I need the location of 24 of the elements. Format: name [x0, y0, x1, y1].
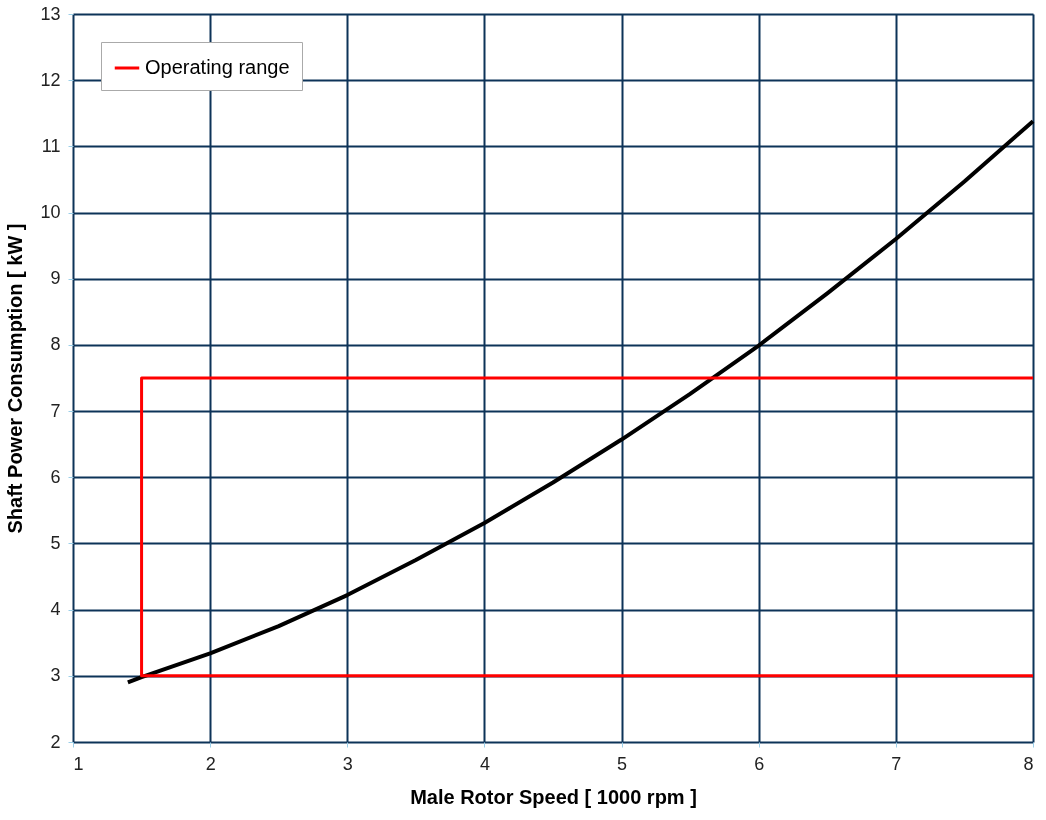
- x-axis-title: Male Rotor Speed [ 1000 rpm ]: [410, 785, 697, 808]
- legend-label: Operating range: [145, 56, 290, 78]
- x-tick-label: 6: [754, 753, 765, 774]
- x-tick-label: 1: [73, 753, 84, 774]
- x-tick-label: 2: [205, 753, 216, 774]
- y-tick-label: 3: [50, 665, 61, 686]
- y-tick-label: 13: [40, 3, 61, 24]
- line-series: [125, 119, 1035, 685]
- y-tick-label: 4: [50, 599, 61, 620]
- y-tick-label: 2: [50, 731, 61, 752]
- y-axis-title: Shaft Power Consumption [ kW ]: [4, 223, 27, 534]
- y-tick-label: 6: [50, 466, 61, 487]
- y-tick-label: 7: [50, 400, 61, 421]
- x-tick-label: 4: [479, 753, 490, 774]
- y-tick-label: 11: [41, 135, 61, 156]
- x-tick-label: 3: [342, 753, 353, 774]
- x-tick-label: 7: [891, 753, 902, 774]
- y-tick-label: 5: [50, 532, 61, 553]
- x-tick-label: 8: [1023, 753, 1034, 774]
- y-tick-label: 12: [40, 69, 61, 90]
- y-tick-label: 9: [50, 268, 61, 289]
- x-tick-label: 5: [617, 753, 628, 774]
- y-tick-label: 10: [40, 202, 61, 223]
- y-tick-label: 8: [50, 334, 61, 355]
